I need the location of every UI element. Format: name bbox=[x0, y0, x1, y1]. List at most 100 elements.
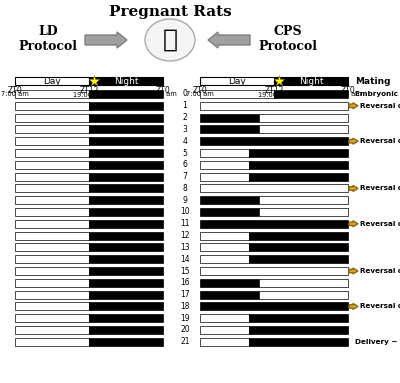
Bar bbox=[249, 232, 348, 240]
Text: 9: 9 bbox=[182, 196, 188, 205]
Text: 19:00 pm: 19:00 pm bbox=[73, 92, 105, 98]
Text: 7:00 am: 7:00 am bbox=[334, 92, 362, 98]
Bar bbox=[89, 90, 163, 98]
FancyArrow shape bbox=[208, 32, 250, 48]
FancyArrow shape bbox=[349, 185, 358, 192]
Text: 5: 5 bbox=[182, 149, 188, 157]
Bar bbox=[15, 244, 89, 251]
Text: 10: 10 bbox=[180, 208, 190, 216]
Text: ZT12: ZT12 bbox=[264, 86, 284, 95]
Text: ZT0: ZT0 bbox=[8, 86, 22, 95]
Text: 19:00 pm: 19:00 pm bbox=[258, 92, 290, 98]
Bar bbox=[249, 149, 348, 157]
Bar bbox=[249, 173, 348, 181]
Bar bbox=[89, 220, 163, 228]
Text: 14: 14 bbox=[180, 255, 190, 264]
Bar bbox=[89, 125, 163, 133]
Bar bbox=[200, 77, 274, 85]
Bar bbox=[89, 161, 163, 169]
Text: 11: 11 bbox=[180, 219, 190, 228]
Text: 7: 7 bbox=[182, 172, 188, 181]
Text: 16: 16 bbox=[180, 278, 190, 287]
Bar bbox=[89, 338, 163, 346]
Text: 7:00 am: 7:00 am bbox=[1, 92, 29, 98]
Bar bbox=[15, 208, 89, 216]
Bar bbox=[200, 279, 259, 287]
Bar bbox=[15, 255, 89, 263]
Bar bbox=[200, 90, 274, 98]
Text: 12: 12 bbox=[180, 231, 190, 240]
Text: 4: 4 bbox=[182, 137, 188, 146]
Text: 17: 17 bbox=[180, 290, 190, 299]
Text: ZT0: ZT0 bbox=[156, 86, 170, 95]
Text: 21: 21 bbox=[180, 337, 190, 346]
Text: Reversal of photoperiod: Reversal of photoperiod bbox=[360, 185, 400, 192]
Text: ZT12: ZT12 bbox=[79, 86, 99, 95]
Text: Pregnant Rats: Pregnant Rats bbox=[109, 5, 231, 19]
FancyArrow shape bbox=[85, 32, 127, 48]
Text: ZT0: ZT0 bbox=[193, 86, 207, 95]
Bar bbox=[15, 90, 89, 98]
Bar bbox=[200, 303, 348, 310]
Text: Day: Day bbox=[228, 77, 246, 85]
Bar bbox=[200, 125, 259, 133]
Text: 7:00 am: 7:00 am bbox=[186, 92, 214, 98]
Bar bbox=[274, 77, 348, 85]
Bar bbox=[200, 184, 348, 192]
Bar bbox=[89, 77, 163, 85]
Bar bbox=[89, 232, 163, 240]
Text: Delivery ~ P20-21: Delivery ~ P20-21 bbox=[355, 339, 400, 345]
Bar bbox=[15, 161, 89, 169]
Bar bbox=[89, 314, 163, 322]
Bar bbox=[200, 326, 249, 334]
Text: 15: 15 bbox=[180, 267, 190, 275]
Bar bbox=[200, 173, 249, 181]
Bar bbox=[89, 244, 163, 251]
Text: Reversal of photoperiod: Reversal of photoperiod bbox=[360, 103, 400, 109]
Text: 3: 3 bbox=[182, 125, 188, 134]
Text: 18: 18 bbox=[180, 302, 190, 311]
Bar bbox=[89, 291, 163, 299]
Bar bbox=[249, 338, 348, 346]
Bar bbox=[89, 114, 163, 121]
Bar bbox=[259, 291, 348, 299]
Text: Reversal of photoperiod: Reversal of photoperiod bbox=[360, 303, 400, 309]
Bar bbox=[15, 279, 89, 287]
Bar bbox=[89, 267, 163, 275]
Text: 13: 13 bbox=[180, 243, 190, 252]
Bar bbox=[200, 196, 259, 204]
Bar bbox=[259, 279, 348, 287]
Bar bbox=[200, 267, 348, 275]
Bar bbox=[200, 114, 259, 121]
Bar bbox=[200, 244, 249, 251]
FancyArrow shape bbox=[349, 138, 358, 144]
Text: Reversal of photoperiod: Reversal of photoperiod bbox=[360, 221, 400, 227]
Bar bbox=[15, 338, 89, 346]
Bar bbox=[15, 291, 89, 299]
Text: Mating: Mating bbox=[355, 77, 390, 85]
Bar bbox=[15, 184, 89, 192]
Text: 🐁: 🐁 bbox=[162, 28, 178, 52]
Text: 0: 0 bbox=[182, 90, 188, 98]
Bar bbox=[15, 232, 89, 240]
FancyArrow shape bbox=[349, 103, 358, 109]
Text: Reversal of photoperiod: Reversal of photoperiod bbox=[360, 138, 400, 144]
Text: Reversal of photoperiod: Reversal of photoperiod bbox=[360, 268, 400, 274]
Bar bbox=[200, 255, 249, 263]
Bar bbox=[89, 255, 163, 263]
Bar bbox=[89, 196, 163, 204]
Bar bbox=[89, 137, 163, 145]
Bar bbox=[89, 279, 163, 287]
Ellipse shape bbox=[145, 19, 195, 61]
Bar bbox=[200, 149, 249, 157]
Text: Day: Day bbox=[43, 77, 61, 85]
Text: Night: Night bbox=[114, 77, 138, 85]
Bar bbox=[89, 208, 163, 216]
Text: 7:00 am: 7:00 am bbox=[149, 92, 177, 98]
Bar bbox=[89, 184, 163, 192]
Text: 19: 19 bbox=[180, 314, 190, 323]
Bar bbox=[259, 196, 348, 204]
Bar bbox=[15, 114, 89, 121]
Bar bbox=[89, 149, 163, 157]
Text: CPS
Protocol: CPS Protocol bbox=[258, 25, 318, 53]
